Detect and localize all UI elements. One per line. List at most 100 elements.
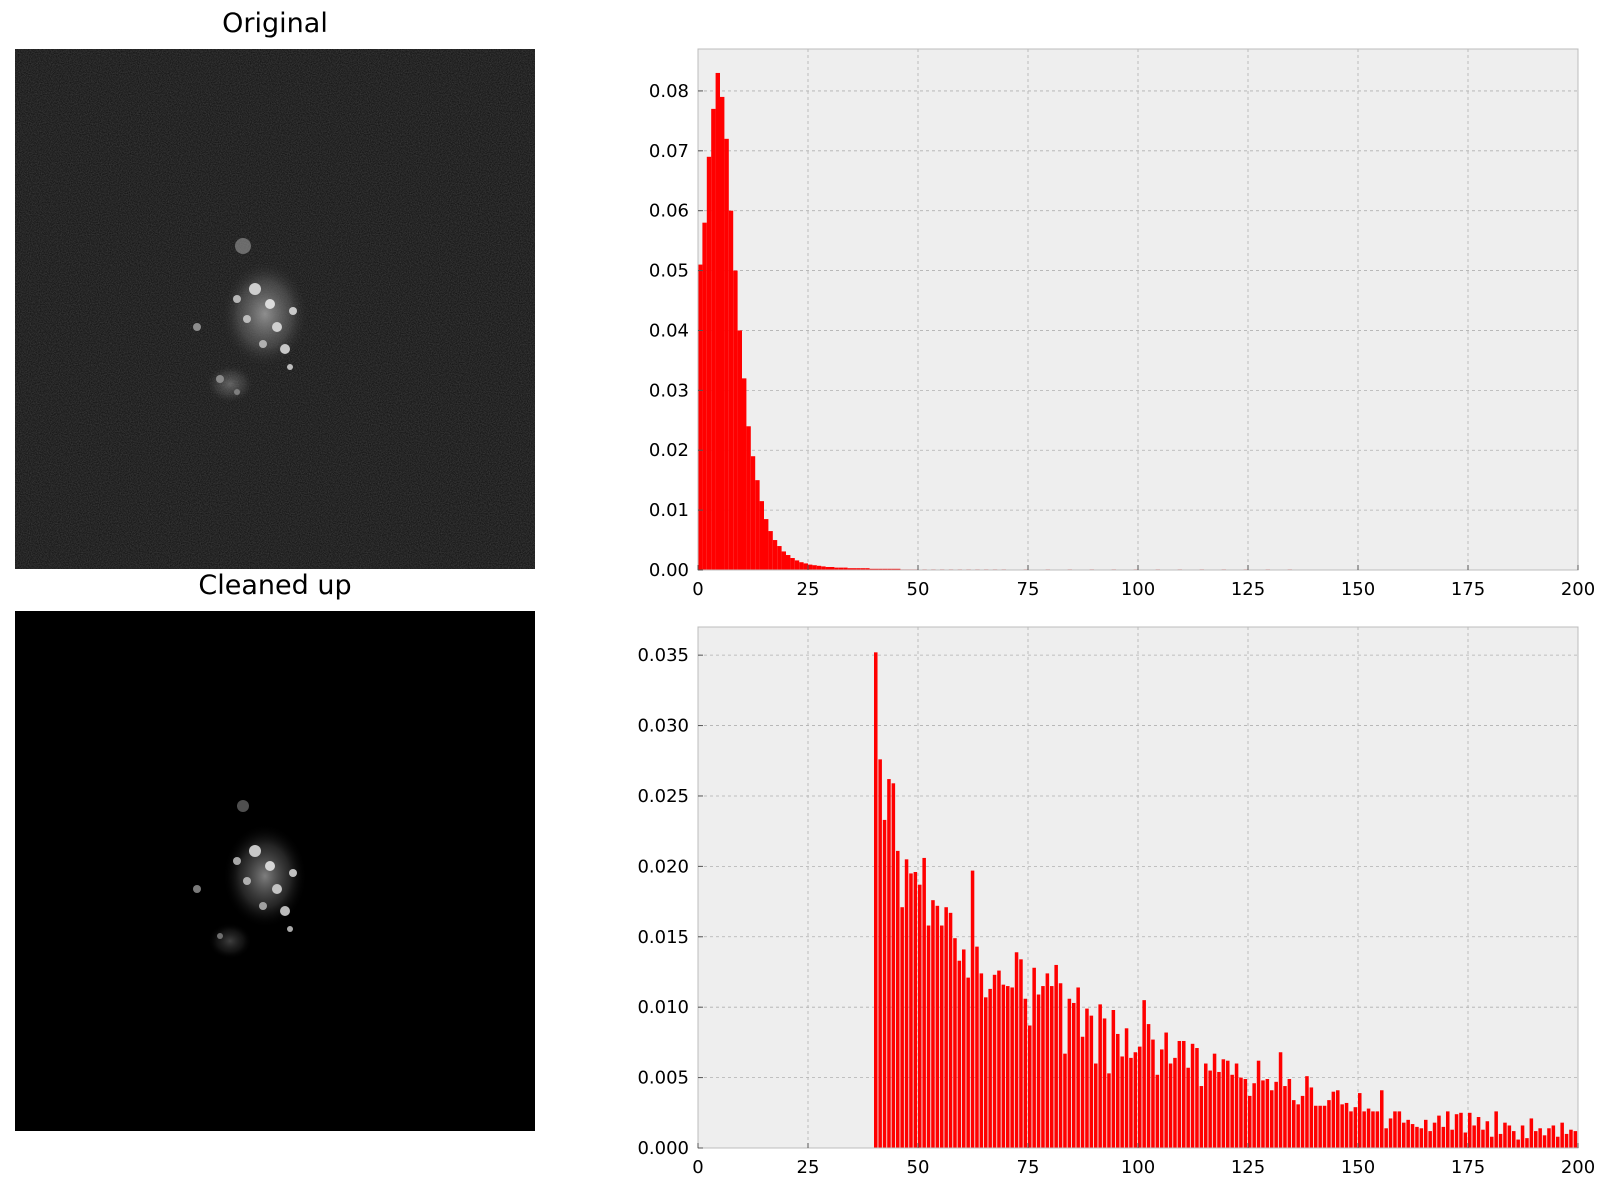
bar bbox=[1318, 1105, 1322, 1148]
bar bbox=[1001, 984, 1006, 1148]
bar bbox=[970, 870, 975, 1148]
bar bbox=[1120, 1056, 1124, 1148]
bar bbox=[1199, 1086, 1204, 1148]
bar bbox=[1133, 1052, 1138, 1148]
bar bbox=[865, 568, 870, 570]
bar bbox=[1358, 1093, 1362, 1148]
bar bbox=[896, 568, 901, 570]
bar bbox=[1362, 1111, 1366, 1148]
original-image-canvas bbox=[15, 49, 535, 569]
bar bbox=[1230, 1074, 1234, 1148]
bar bbox=[975, 946, 979, 1148]
cleaned-image bbox=[15, 611, 535, 1131]
bar bbox=[852, 568, 857, 570]
bar bbox=[1424, 1119, 1428, 1148]
bar bbox=[816, 565, 822, 570]
x-tick-label: 0 bbox=[692, 579, 703, 600]
x-tick-label: 100 bbox=[1121, 579, 1155, 600]
bar bbox=[825, 567, 830, 570]
bar bbox=[1402, 1122, 1406, 1148]
bar bbox=[962, 949, 966, 1148]
bar bbox=[1010, 987, 1014, 1148]
bar bbox=[1454, 1114, 1459, 1148]
bar bbox=[1023, 998, 1028, 1148]
bar bbox=[1212, 1053, 1217, 1148]
bar bbox=[1032, 967, 1036, 1148]
bar bbox=[1274, 1081, 1278, 1148]
bar bbox=[843, 567, 848, 570]
bar bbox=[1494, 1111, 1498, 1148]
bar bbox=[1028, 1025, 1032, 1148]
bar bbox=[940, 925, 944, 1148]
bar bbox=[966, 977, 970, 1148]
bar bbox=[1138, 1046, 1142, 1148]
bar bbox=[856, 568, 861, 570]
bar bbox=[1476, 1117, 1481, 1148]
bar bbox=[1164, 1032, 1168, 1148]
bar bbox=[1450, 1129, 1454, 1148]
bar bbox=[944, 907, 948, 1148]
x-tick-label: 50 bbox=[907, 579, 930, 600]
bar bbox=[830, 567, 835, 570]
bar bbox=[1243, 1079, 1248, 1148]
bar bbox=[1221, 1059, 1226, 1148]
bar bbox=[1098, 1004, 1102, 1148]
x-tick-label: 150 bbox=[1341, 579, 1375, 600]
y-tick-label: 0.005 bbox=[637, 1068, 689, 1089]
bar bbox=[900, 907, 904, 1148]
y-tick-label: 0.06 bbox=[649, 201, 689, 222]
x-tick-label: 200 bbox=[1561, 1157, 1595, 1178]
bar bbox=[992, 974, 997, 1148]
bar bbox=[1459, 1112, 1463, 1148]
bar bbox=[733, 270, 738, 570]
bar bbox=[728, 210, 734, 571]
bar bbox=[1102, 1018, 1107, 1148]
bar bbox=[1305, 1076, 1309, 1148]
bar bbox=[1063, 1053, 1067, 1148]
bar bbox=[698, 264, 703, 570]
bar bbox=[1072, 1002, 1076, 1148]
bar bbox=[1551, 1125, 1556, 1148]
bar bbox=[1371, 1111, 1375, 1148]
bar bbox=[1182, 1040, 1186, 1148]
y-tick-label: 0.025 bbox=[637, 786, 689, 807]
bar bbox=[1116, 1033, 1120, 1148]
x-tick-label: 150 bbox=[1341, 1157, 1375, 1178]
bar bbox=[1168, 1063, 1173, 1148]
bar bbox=[1261, 1080, 1265, 1148]
bar bbox=[1208, 1070, 1212, 1148]
bar bbox=[891, 568, 896, 570]
bar bbox=[904, 859, 909, 1148]
bar bbox=[1512, 1131, 1516, 1148]
bar bbox=[786, 555, 791, 570]
bar bbox=[1248, 1095, 1252, 1148]
bar bbox=[1366, 1108, 1371, 1148]
bar bbox=[1397, 1111, 1402, 1148]
bar bbox=[724, 138, 729, 571]
histogram-1: 0 25 50 75 100 125 150 175 200 0.00 0.01 0.02 0.03 0.… bbox=[649, 48, 1595, 600]
bar bbox=[1085, 1008, 1089, 1148]
cleaned-image-canvas bbox=[15, 611, 535, 1131]
bar bbox=[1129, 1057, 1133, 1148]
bar bbox=[878, 759, 882, 1148]
bar bbox=[1380, 1090, 1384, 1148]
bar bbox=[1556, 1136, 1560, 1148]
bar bbox=[1419, 1128, 1424, 1148]
bar bbox=[953, 938, 957, 1148]
bar bbox=[746, 426, 751, 570]
bar bbox=[737, 330, 742, 570]
bar bbox=[1349, 1111, 1353, 1148]
bar bbox=[777, 546, 782, 570]
bar bbox=[812, 565, 817, 570]
x-tick-label: 75 bbox=[1017, 1157, 1040, 1178]
bar bbox=[1415, 1126, 1419, 1148]
bar bbox=[1410, 1124, 1415, 1148]
bar bbox=[1353, 1107, 1358, 1148]
bar bbox=[882, 819, 887, 1148]
bar bbox=[781, 551, 786, 570]
x-tick-label: 125 bbox=[1231, 579, 1265, 600]
x-tick-label: 175 bbox=[1451, 579, 1485, 600]
bar bbox=[1542, 1135, 1547, 1148]
bar bbox=[979, 973, 984, 1148]
